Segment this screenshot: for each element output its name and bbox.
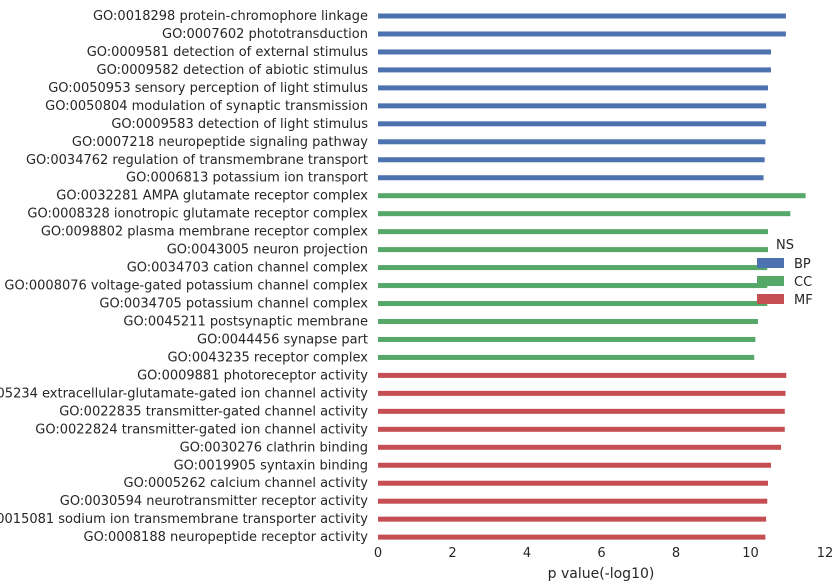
y-tick-label: GO:0008076 voltage-gated potassium chann… [4,279,368,294]
y-tick-label: GO:0098802 plasma membrane receptor comp… [41,225,368,240]
x-tick-label: 0 [374,546,382,561]
x-tick-labels: 0 2 4 6 8 10 12 [374,546,833,561]
y-tick-label: GO:0007218 neuropeptide signaling pathwa… [72,135,368,150]
bar [378,85,769,91]
bar [378,426,785,432]
y-tick-labels: GO:0018298 protein-chromophore linkage GO… [0,9,368,545]
y-tick-label: GO:0019905 syntaxin binding [174,458,368,473]
y-tick-label: GO:0008188 neuropeptide receptor activit… [84,530,369,545]
bar [378,139,766,145]
bar [378,103,767,109]
bar [378,229,769,235]
legend-swatch [757,294,784,304]
bar [378,318,758,324]
y-tick-label: GO:0044456 synapse part [197,332,368,347]
bar [378,13,786,19]
bar [378,480,769,486]
y-tick-label: GO:0030276 clathrin binding [180,440,368,455]
y-tick-label: GO:0009581 detection of external stimulu… [87,45,369,60]
y-tick-label: GO:0009583 detection of light stimulus [111,117,368,132]
bar [378,247,769,253]
bar [378,121,767,127]
bar [378,265,768,271]
legend: NS BP CC MF [757,238,813,308]
x-tick-label: 8 [672,546,680,561]
y-tick-label: GO:0015081 sodium ion transmembrane tran… [0,512,368,527]
y-tick-label: GO:0018298 protein-chromophore linkage [93,9,368,24]
bar [378,283,768,289]
bar [378,157,765,163]
y-tick-label: GO:0043235 receptor complex [167,350,368,365]
x-axis-label: p value(-log10) [548,566,655,582]
y-tick-label: GO:0030594 neurotransmitter receptor act… [60,494,369,509]
bar [378,301,768,307]
bar [378,390,786,396]
bar [378,49,771,55]
y-tick-label: GO:0050953 sensory perception of light s… [48,81,368,96]
y-tick-label: GO:0022835 transmitter-gated channel act… [59,404,368,419]
bar [378,175,764,181]
y-tick-label: GO:0007602 phototransduction [162,27,368,42]
bar [378,534,766,540]
y-tick-label: GO:0050804 modulation of synaptic transm… [45,99,368,114]
y-tick-label: GO:0009881 photoreceptor activity [137,368,368,383]
legend-title: NS [776,238,794,253]
bar [378,211,791,217]
bar [378,408,785,414]
y-tick-label: GO:0032281 AMPA glutamate receptor compl… [56,189,368,204]
bars-layer [378,13,806,540]
legend-swatch [757,258,784,268]
legend-label: CC [794,275,812,290]
x-tick-label: 6 [597,546,605,561]
bar [378,444,782,450]
legend-swatch [757,276,784,286]
y-tick-label: GO:0005262 calcium channel activity [124,476,369,491]
x-tick-label: 4 [523,546,531,561]
bar [378,462,771,468]
bar [378,372,787,378]
y-tick-label: GO:0043005 neuron projection [167,243,368,258]
y-tick-label: GO:0008328 ionotropic glutamate receptor… [27,207,368,222]
y-tick-label: GO:0034762 regulation of transmembrane t… [26,153,368,168]
bar [378,193,806,199]
x-tick-label: 12 [817,546,834,561]
y-tick-label: GO:0034703 cation channel complex [127,261,369,276]
y-tick-label: GO:0022824 transmitter-gated ion channel… [35,422,368,437]
legend-label: BP [794,257,811,272]
y-tick-label: GO:0009582 detection of abiotic stimulus [97,63,369,78]
bar [378,31,786,37]
bar [378,354,755,360]
x-tick-label: 10 [742,546,759,561]
y-tick-label: GO:0006813 potassium ion transport [126,171,368,186]
y-tick-label: GO:0045211 postsynaptic membrane [123,314,368,329]
x-tick-label: 2 [448,546,456,561]
bar [378,67,771,73]
y-tick-label: GO:0005234 extracellular-glutamate-gated… [0,386,368,401]
bar [378,498,768,504]
legend-label: MF [794,293,813,308]
bar [378,336,756,342]
bar [378,516,767,522]
y-tick-label: GO:0034705 potassium channel complex [99,297,368,312]
